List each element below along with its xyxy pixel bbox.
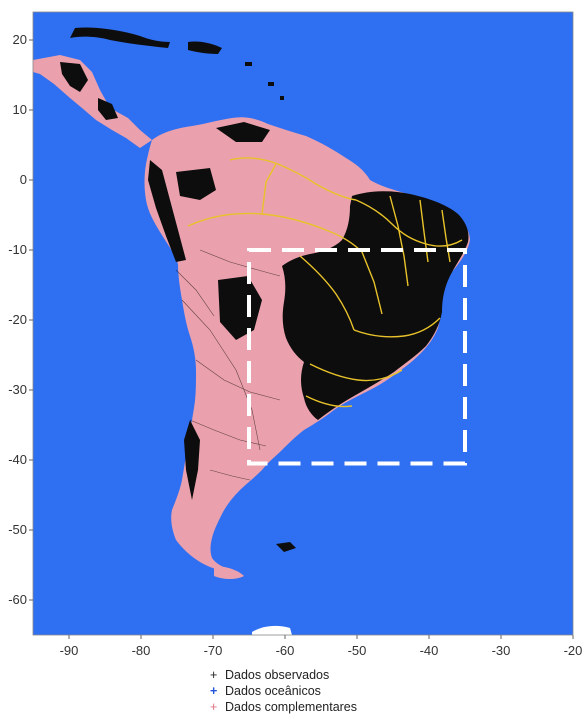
legend-marker-observed: + <box>210 668 217 682</box>
central-america-observed <box>60 62 118 120</box>
y-tick-label: 0 <box>20 172 27 187</box>
y-axis-ticks: 20 10 0 -10 -20 -30 -40 -50 -60 <box>8 32 33 607</box>
hispaniola-island <box>188 41 222 54</box>
y-tick-label: 20 <box>13 32 27 47</box>
legend-item-oceanic: + Dados oceânicos <box>210 684 321 698</box>
x-tick-label: -60 <box>276 643 295 658</box>
caribbean-islands <box>245 62 284 100</box>
y-tick-label: -40 <box>8 452 27 467</box>
y-tick-label: -50 <box>8 522 27 537</box>
tierra-del-fuego <box>214 566 244 579</box>
x-tick-label: -80 <box>132 643 151 658</box>
legend-label-observed: Dados observados <box>225 668 329 682</box>
legend-label-oceanic: Dados oceânicos <box>225 684 321 698</box>
road-network <box>175 249 281 481</box>
y-tick-label: -20 <box>8 312 27 327</box>
x-axis-ticks: -90 -80 -70 -60 -50 -40 -30 -20 <box>60 635 583 658</box>
legend: + Dados observados + Dados oceânicos + D… <box>210 668 357 714</box>
y-tick-label: 10 <box>13 102 27 117</box>
plot-frame <box>32 11 574 636</box>
legend-marker-oceanic: + <box>210 684 217 698</box>
y-tick-label: -10 <box>8 242 27 257</box>
x-tick-label: -70 <box>204 643 223 658</box>
amazon-observed-patch <box>176 168 216 200</box>
y-tick-label: -60 <box>8 592 27 607</box>
state-borders <box>187 157 463 408</box>
falkland-islands <box>276 542 296 552</box>
legend-item-observed: + Dados observados <box>210 668 329 682</box>
legend-label-complementary: Dados complementares <box>225 700 357 714</box>
legend-marker-complementary: + <box>210 700 217 714</box>
y-tick-label: -30 <box>8 382 27 397</box>
southern-cone-observed <box>184 420 200 500</box>
andes-observed-strip <box>148 160 186 262</box>
x-tick-label: -40 <box>420 643 439 658</box>
central-america-land <box>33 55 152 148</box>
antarctic-peninsula <box>252 625 292 635</box>
x-tick-label: -30 <box>492 643 511 658</box>
x-tick-label: -20 <box>564 643 583 658</box>
x-tick-label: -90 <box>60 643 79 658</box>
northern-coast-observed <box>216 122 270 142</box>
cuba-island <box>70 27 170 48</box>
x-tick-label: -50 <box>348 643 367 658</box>
bolivia-observed-patch <box>218 276 262 340</box>
legend-item-complementary: + Dados complementares <box>210 700 357 714</box>
study-area-box <box>247 248 467 466</box>
